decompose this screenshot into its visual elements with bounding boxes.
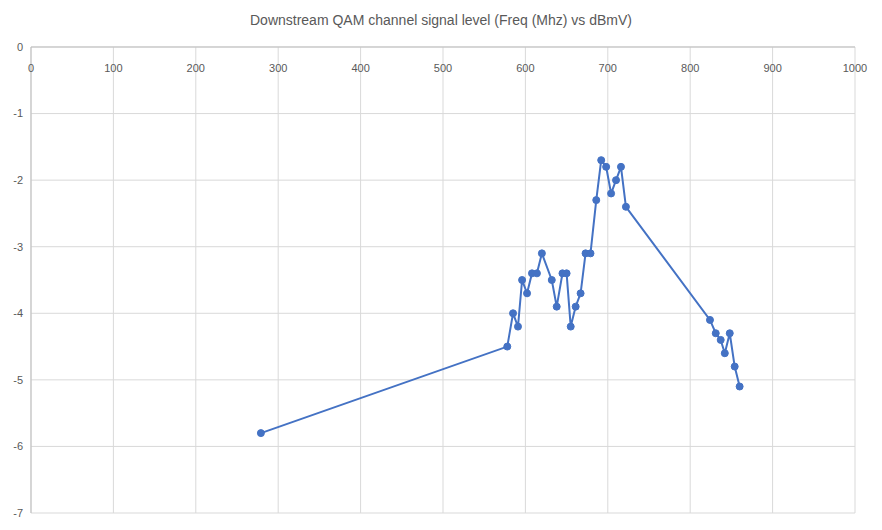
svg-text:-3: -3: [13, 241, 23, 253]
svg-text:-6: -6: [13, 440, 23, 452]
svg-text:0: 0: [28, 62, 34, 74]
svg-text:-4: -4: [13, 307, 23, 319]
svg-text:600: 600: [516, 62, 534, 74]
svg-text:-1: -1: [13, 107, 23, 119]
svg-text:1000: 1000: [843, 62, 867, 74]
svg-text:400: 400: [351, 62, 369, 74]
svg-text:800: 800: [681, 62, 699, 74]
svg-text:0: 0: [17, 41, 23, 53]
svg-text:900: 900: [763, 62, 781, 74]
svg-text:-5: -5: [13, 374, 23, 386]
svg-text:300: 300: [269, 62, 287, 74]
svg-text:200: 200: [187, 62, 205, 74]
svg-text:500: 500: [434, 62, 452, 74]
svg-text:-2: -2: [13, 174, 23, 186]
svg-text:100: 100: [104, 62, 122, 74]
svg-text:-7: -7: [13, 507, 23, 519]
svg-text:700: 700: [599, 62, 617, 74]
html-text:Downstream QAM channel signal: Downstream QAM channel signal level (Fre…: [250, 12, 632, 28]
